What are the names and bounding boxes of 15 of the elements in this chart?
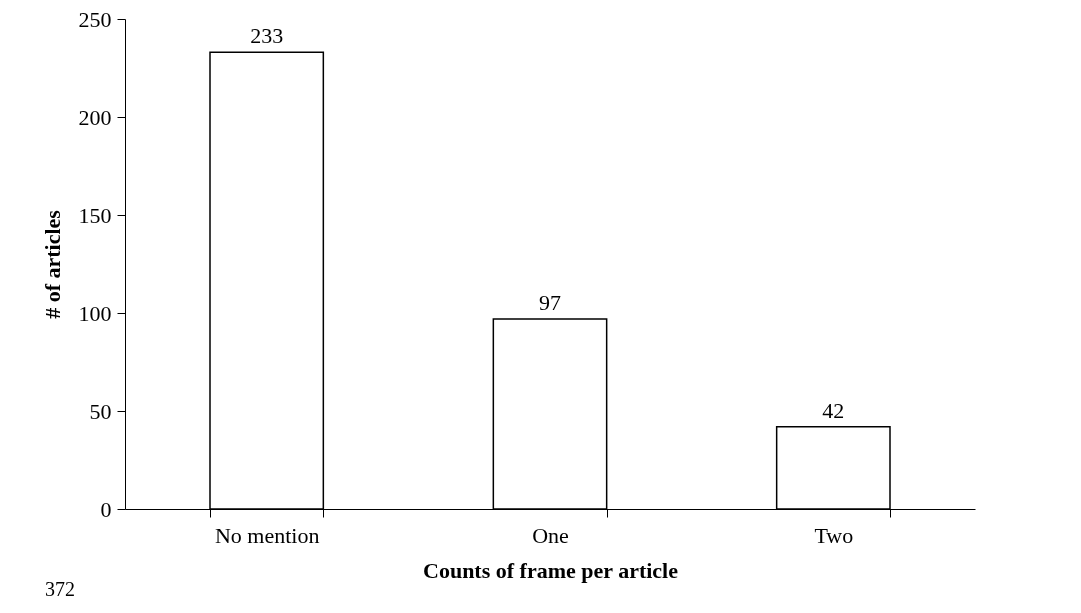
y-tick-label: 150 <box>78 202 112 228</box>
y-tick-label: 50 <box>89 398 112 424</box>
x-tick-label: Two <box>814 522 854 548</box>
data-label: 97 <box>539 289 561 315</box>
x-tick-label: One <box>532 522 569 548</box>
data-label: 42 <box>822 397 845 423</box>
y-tick-label: 250 <box>78 6 112 32</box>
y-tick-label: 100 <box>78 300 112 326</box>
data-label: 233 <box>250 23 284 49</box>
y-axis-title: # of articles <box>39 209 65 319</box>
y-tick-label: 200 <box>78 104 112 130</box>
y-tick-label: 0 <box>100 496 112 522</box>
x-tick-label: No mention <box>214 522 320 548</box>
x-axis-title: Counts of frame per article <box>423 557 679 583</box>
text: 372 <box>45 578 75 600</box>
